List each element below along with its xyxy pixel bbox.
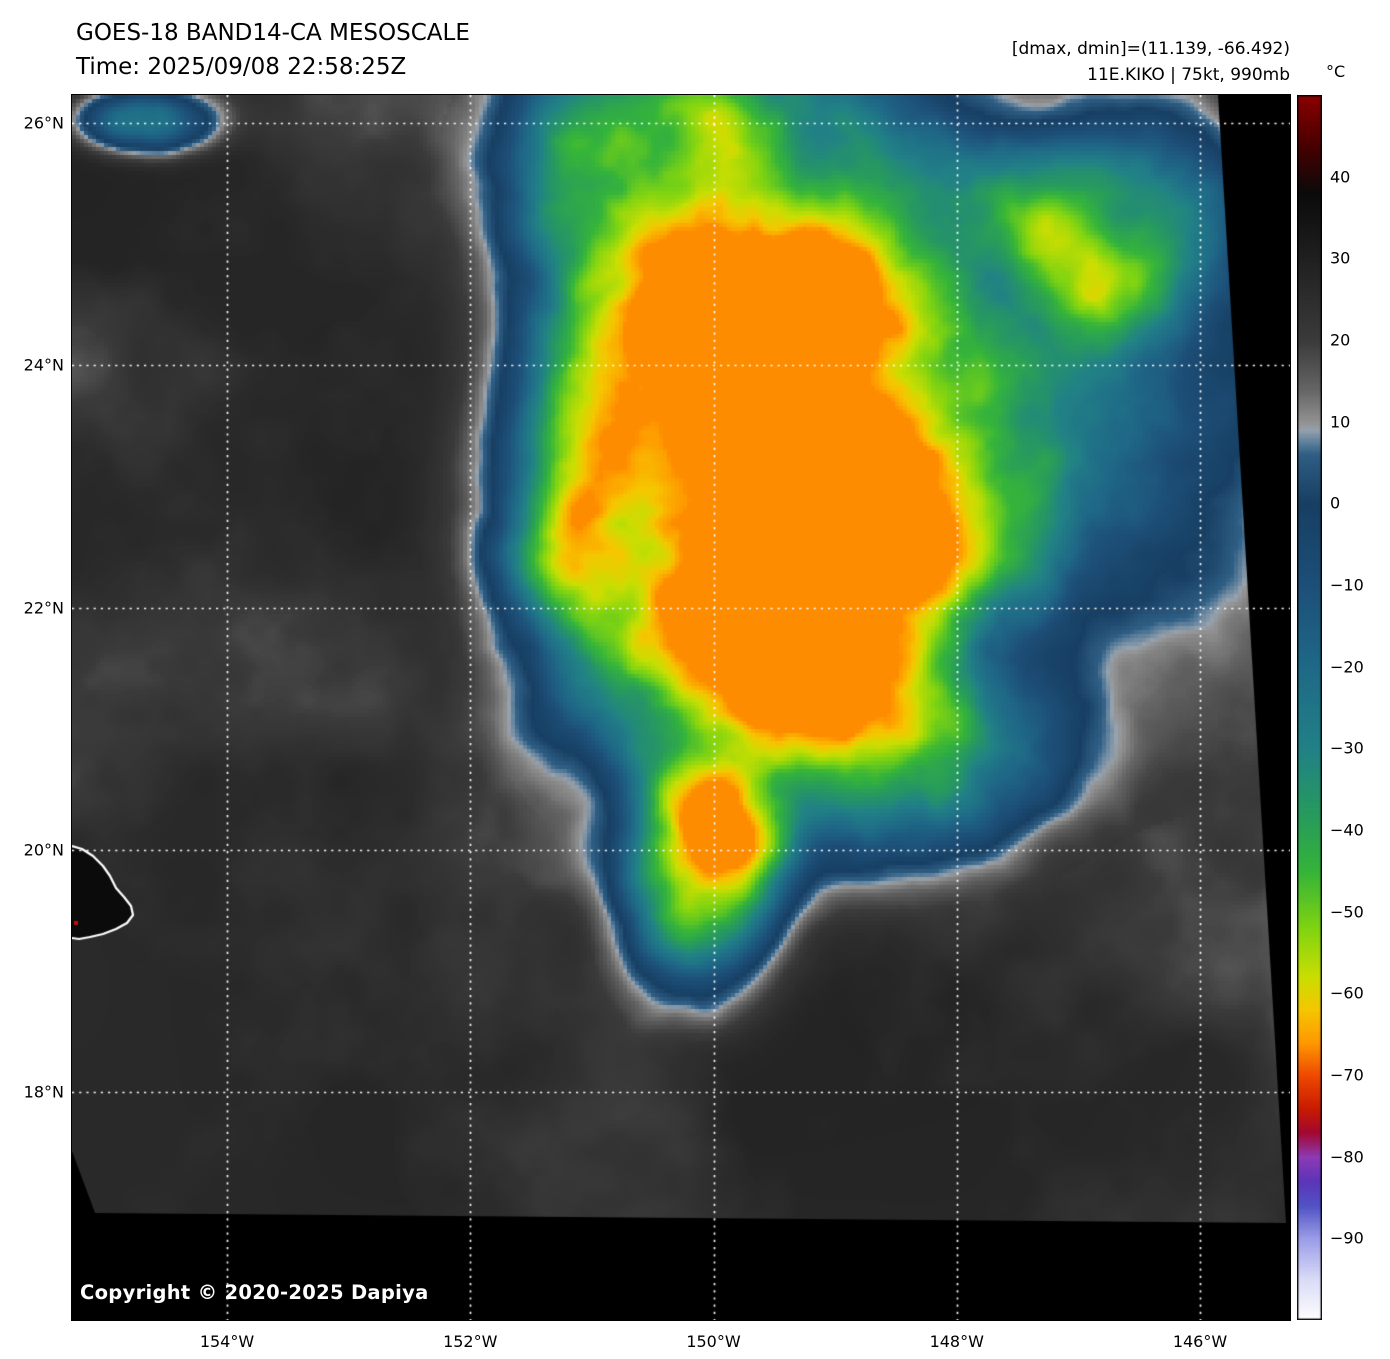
colorbar-tick-label: 30 [1330,248,1351,268]
colorbar-tick-label: −90 [1330,1228,1364,1248]
lon-tick-label: 152°W [443,1332,498,1351]
lat-tick-label: 20°N [23,840,64,860]
satellite-imagery-canvas [72,95,1290,1320]
colorbar-tick-label: −50 [1330,902,1364,922]
colorbar-tick-label: −30 [1330,738,1364,758]
colorbar-tick-label: −10 [1330,575,1364,595]
lat-tick-label: 24°N [23,355,64,375]
lon-tick-label: 154°W [199,1332,255,1351]
colorbar-tick-label: −70 [1330,1065,1364,1085]
dmax-dmin-readout: [dmax, dmin]=(11.139, -66.492) [1011,39,1290,59]
lon-tick-label: 150°W [686,1332,741,1351]
colorbar-tick-label: 0 [1330,493,1341,513]
page-title: GOES-18 BAND14-CA MESOSCALE [76,20,470,46]
satellite-map [71,94,1291,1321]
colorbar-tick-label: −80 [1330,1147,1364,1167]
colorbar-unit-label: °C [1326,62,1346,81]
lat-tick-label: 26°N [23,113,64,133]
info-block: [dmax, dmin]=(11.139, -66.492) 11E.KIKO … [1012,36,1290,88]
colorbar-tick-label: −20 [1330,657,1364,677]
colorbar-tick-label: 40 [1330,167,1351,187]
lon-tick-label: 146°W [1172,1332,1228,1351]
colorbar-tick-label: −60 [1330,983,1364,1003]
lat-tick-label: 18°N [23,1082,64,1102]
title-block: GOES-18 BAND14-CA MESOSCALE Time: 2025/0… [76,16,470,84]
colorbar [1297,95,1322,1320]
colorbar-tick-label: −40 [1330,820,1364,840]
timestamp: Time: 2025/09/08 22:58:25Z [76,54,407,80]
storm-info: 11E.KIKO | 75kt, 990mb [1087,65,1290,85]
colorbar-tick-label: 10 [1330,412,1351,432]
copyright-watermark: Copyright © 2020-2025 Dapiya [80,1281,429,1304]
lat-tick-label: 22°N [23,598,64,617]
colorbar-tick-label: 20 [1330,330,1351,350]
lon-tick-label: 148°W [929,1332,984,1351]
